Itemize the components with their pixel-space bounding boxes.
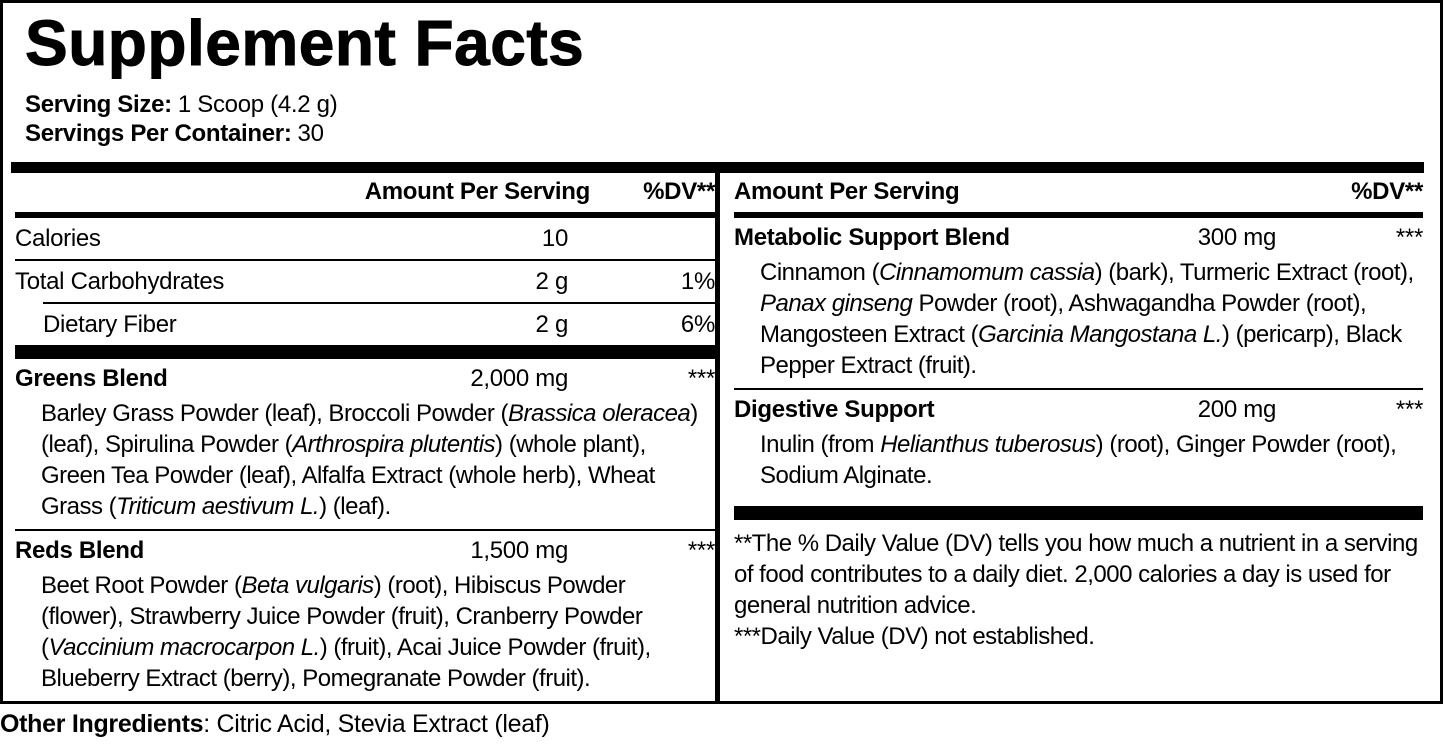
supplement-facts-panel: Supplement Facts Serving Size: 1 Scoop (4… [0, 0, 1443, 704]
row-separator [15, 529, 715, 531]
serving-size-value: 1 Scoop (4.2 g) [177, 91, 338, 119]
digestive-support-ingredients: Inulin (from Helianthus tuberosus) (root… [760, 431, 1397, 489]
column-divider [715, 173, 720, 701]
top-section-bar [11, 162, 1424, 173]
supplement-facts-title: Supplement Facts [25, 7, 585, 79]
metabolic-support-blend-amount: 300 mg [1197, 223, 1277, 251]
right-header-rule [734, 212, 1423, 218]
reds-blend-name: Reds Blend [15, 536, 145, 564]
left-percent-dv-header: %DV** [643, 178, 715, 205]
label-header-section: Supplement Facts Serving Size: 1 Scoop (4… [3, 3, 1440, 148]
serving-size-line: Serving Size: 1 Scoop (4.2 g) [25, 90, 1424, 119]
dv-not-established-footnote: ***Daily Value (DV) not established. [734, 623, 1095, 650]
footnotes-section-bar [734, 506, 1423, 520]
footnotes-block: **The % Daily Value (DV) tells you how m… [734, 520, 1423, 652]
metabolic-support-blend-ingredients: Cinnamon (Cinnamomum cassia) (bark), Tur… [760, 259, 1414, 379]
other-ingredients-line: Other Ingredients: Citric Acid, Stevia E… [0, 710, 550, 739]
right-column: Amount Per Serving %DV** Metabolic Suppo… [720, 173, 1440, 701]
greens-blend-row: Greens Blend 2,000 mg *** [15, 359, 715, 398]
calories-amount: 10 [541, 224, 568, 252]
dietary-fiber-row: Dietary Fiber 2 g 6% [15, 304, 715, 345]
reds-blend-row: Reds Blend 1,500 mg *** [15, 531, 715, 570]
left-amount-per-serving-header: Amount Per Serving [364, 178, 591, 205]
servings-per-container-line: Servings Per Container: 30 [25, 119, 1424, 148]
digestive-support-dv: *** [1395, 395, 1423, 423]
row-separator [15, 259, 715, 261]
metabolic-support-blend-row: Metabolic Support Blend 300 mg *** [734, 218, 1423, 257]
row-separator-indented [43, 302, 715, 304]
daily-value-footnote: **The % Daily Value (DV) tells you how m… [734, 530, 1418, 619]
dietary-fiber-name: Dietary Fiber [43, 310, 177, 338]
row-separator [734, 388, 1423, 390]
servings-per-container-label: Servings Per Container: [25, 120, 292, 148]
right-amount-per-serving-header: Amount Per Serving [734, 178, 960, 205]
right-percent-dv-header: %DV** [1351, 178, 1423, 205]
left-column-header-row: Amount Per Serving %DV** [15, 173, 716, 212]
metabolic-support-blend-name: Metabolic Support Blend [734, 223, 1010, 251]
servings-per-container-value: 30 [297, 120, 324, 148]
total-carbohydrates-row: Total Carbohydrates 2 g 1% [15, 261, 715, 302]
greens-section-bar [15, 345, 715, 359]
right-column-header-row: Amount Per Serving %DV** [734, 173, 1423, 212]
dietary-fiber-amount: 2 g [535, 310, 569, 338]
greens-blend-ingredients: Barley Grass Powder (leaf), Broccoli Pow… [41, 400, 698, 520]
left-header-rule [15, 212, 715, 218]
other-ingredients-value: : Citric Acid, Stevia Extract (leaf) [203, 710, 550, 738]
calories-row: Calories 10 [15, 218, 715, 259]
serving-size-label: Serving Size: [25, 91, 172, 119]
reds-blend-amount: 1,500 mg [470, 536, 568, 564]
metabolic-support-blend-dv: *** [1395, 223, 1423, 251]
other-ingredients-label: Other Ingredients [0, 710, 204, 738]
total-carbohydrates-amount: 2 g [535, 267, 569, 295]
reds-blend-dv: *** [687, 536, 715, 564]
calories-name: Calories [15, 224, 101, 252]
left-column: Amount Per Serving %DV** Calories 10 Tot… [3, 173, 715, 701]
total-carbohydrates-name: Total Carbohydrates [15, 267, 225, 295]
total-carbohydrates-dv: 1% [680, 267, 715, 295]
greens-blend-dv: *** [687, 364, 715, 392]
digestive-support-name: Digestive Support [734, 395, 935, 423]
dietary-fiber-dv: 6% [680, 310, 715, 338]
facts-columns: Amount Per Serving %DV** Calories 10 Tot… [3, 173, 1440, 701]
greens-blend-name: Greens Blend [15, 364, 168, 392]
digestive-support-row: Digestive Support 200 mg *** [734, 390, 1423, 429]
digestive-support-amount: 200 mg [1197, 395, 1277, 423]
reds-blend-ingredients: Beet Root Powder (Beta vulgaris) (root),… [41, 572, 651, 692]
greens-blend-amount: 2,000 mg [470, 364, 568, 392]
